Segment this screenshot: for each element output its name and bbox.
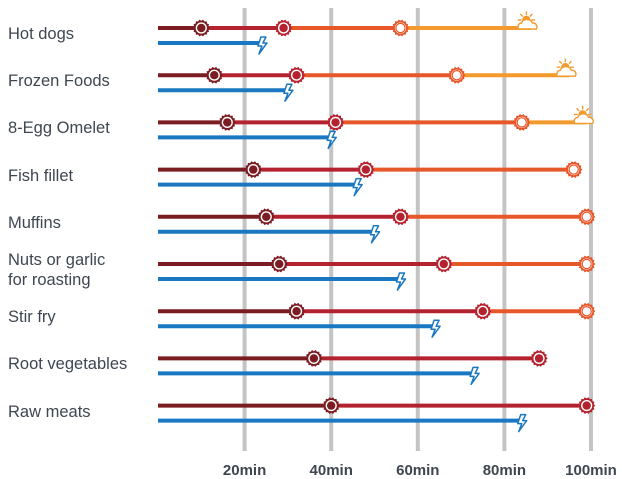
category-label: Stir fry bbox=[8, 308, 56, 327]
dark-red-sun-icon bbox=[305, 350, 323, 367]
category-label: Frozen Foods bbox=[8, 72, 110, 91]
red-sun-icon bbox=[326, 114, 345, 131]
red-sun-icon bbox=[578, 397, 596, 414]
sun-cloud-icon bbox=[517, 11, 538, 30]
dark-red-sun-icon bbox=[287, 302, 306, 320]
orange-sun-icon bbox=[578, 255, 596, 273]
orange-sun-icon bbox=[578, 302, 596, 320]
chart-row bbox=[158, 350, 548, 386]
lightning-icon bbox=[430, 319, 441, 338]
lightning-icon bbox=[516, 413, 528, 433]
lightning-icon bbox=[257, 36, 268, 55]
red-sun-icon bbox=[357, 161, 375, 178]
red-sun-icon bbox=[287, 66, 306, 84]
red-sun-icon bbox=[391, 208, 410, 226]
dark-red-sun-icon bbox=[270, 255, 288, 273]
dark-red-sun-icon bbox=[244, 161, 262, 178]
orange-sun-icon bbox=[513, 114, 531, 131]
chart-row bbox=[158, 161, 583, 197]
red-sun-icon bbox=[274, 19, 293, 37]
chart-row bbox=[158, 11, 538, 55]
category-label: Raw meats bbox=[8, 402, 91, 421]
category-label: Hot dogs bbox=[8, 25, 75, 43]
lightning-icon bbox=[395, 272, 407, 291]
chart-row bbox=[158, 208, 596, 244]
red-sun-icon bbox=[474, 302, 492, 320]
x-tick-label: 20min bbox=[223, 462, 266, 479]
x-tick-label: 40min bbox=[310, 462, 353, 479]
category-label: Muffins bbox=[8, 213, 61, 232]
orange-sun-icon bbox=[391, 19, 410, 37]
chart-row bbox=[158, 397, 596, 433]
chart-row bbox=[158, 58, 577, 102]
orange-sun-icon bbox=[565, 161, 583, 178]
dark-red-sun-icon bbox=[218, 114, 236, 131]
category-label: Root vegetables bbox=[8, 355, 128, 374]
chart-row bbox=[158, 105, 594, 150]
category-label: 8-Egg Omelet bbox=[8, 119, 110, 138]
dark-red-sun-icon bbox=[205, 66, 223, 84]
dark-red-sun-icon bbox=[257, 208, 275, 226]
dark-red-sun-icon bbox=[322, 397, 340, 414]
red-sun-icon bbox=[530, 350, 548, 367]
category-label: Fish fillet bbox=[8, 166, 74, 185]
x-tick-label: 60min bbox=[396, 462, 439, 479]
grid bbox=[242, 8, 593, 451]
orange-sun-icon bbox=[448, 66, 466, 84]
lightning-icon bbox=[283, 83, 294, 102]
orange-sun-icon bbox=[578, 208, 596, 226]
chart-row bbox=[158, 302, 596, 338]
lightning-icon bbox=[352, 177, 363, 197]
lightning-icon bbox=[326, 130, 337, 150]
lightning-icon bbox=[369, 225, 381, 244]
x-tick-label: 80min bbox=[483, 462, 526, 479]
x-axis: 20min 40min 60min 80min 100min bbox=[223, 462, 617, 479]
red-sun-icon bbox=[435, 255, 453, 273]
sun-cloud-icon bbox=[573, 105, 594, 125]
chart-row bbox=[158, 255, 596, 291]
dark-red-sun-icon bbox=[192, 19, 210, 37]
sun-cloud-icon bbox=[556, 58, 577, 77]
x-tick-label: 100min bbox=[565, 462, 617, 479]
lightning-icon bbox=[469, 366, 480, 386]
category-label: Nuts or garlic for roasting bbox=[8, 251, 106, 289]
